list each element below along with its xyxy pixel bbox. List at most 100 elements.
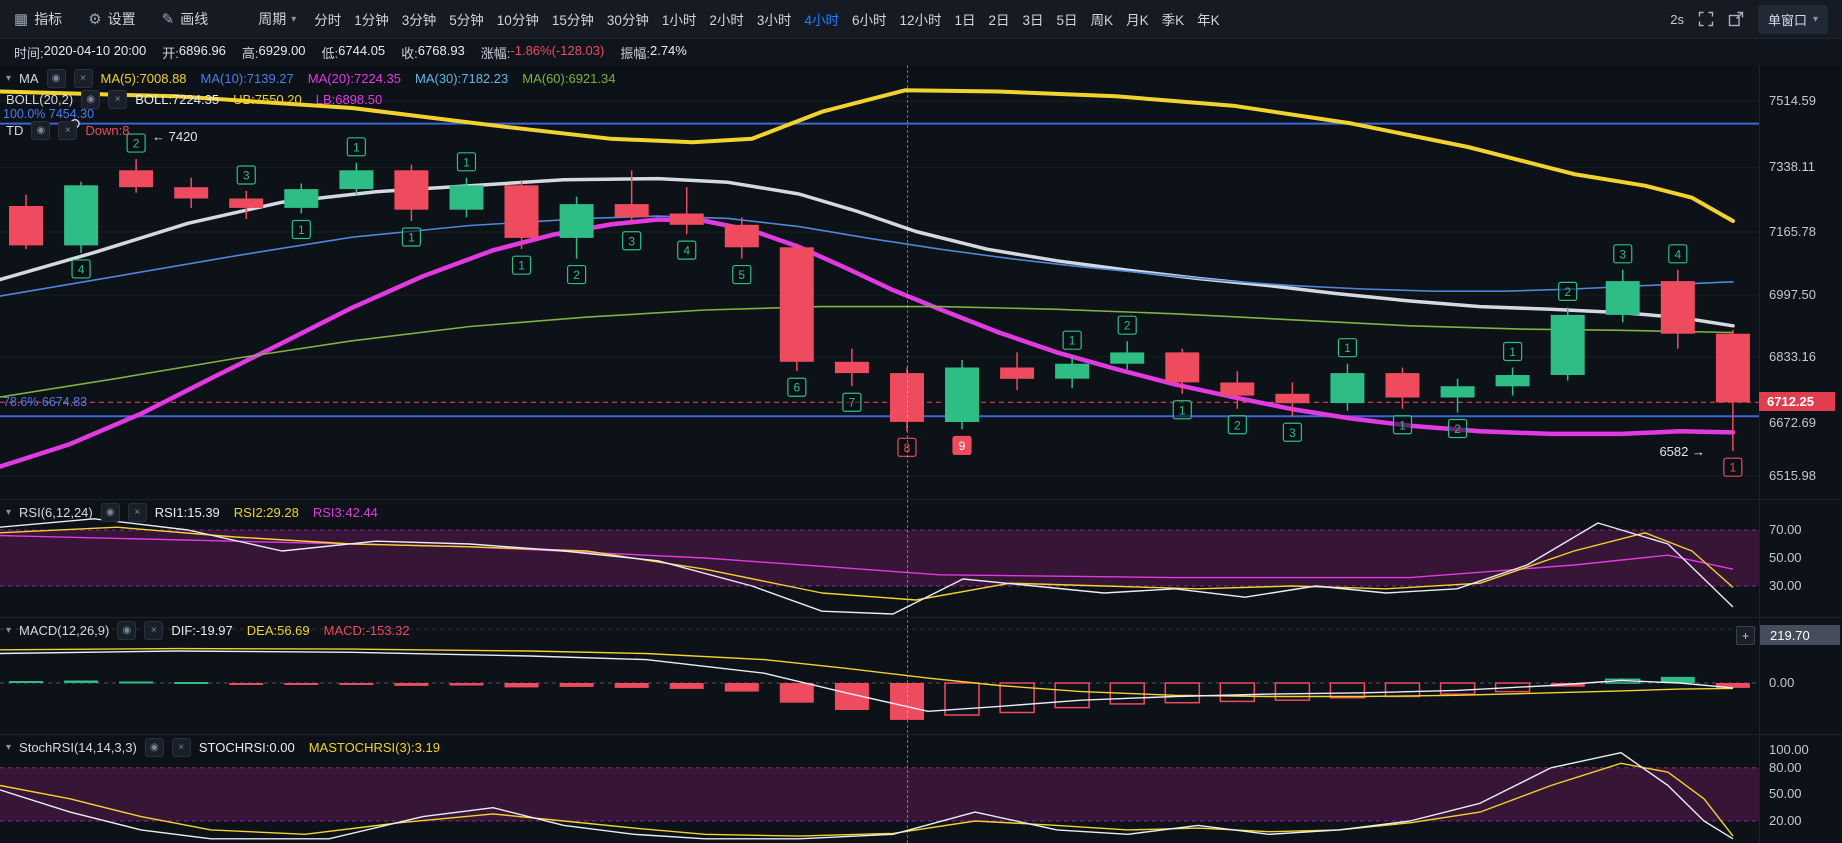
indicator-value: UB:7550.20 [233,92,302,107]
eye-icon[interactable]: ◉ [31,121,51,140]
svg-text:1: 1 [518,259,525,273]
window-mode-label: 单窗口 [1767,12,1807,28]
info-label: 涨幅: [480,45,511,61]
info-value: 6896.96 [178,42,226,58]
svg-text:3: 3 [628,234,635,248]
fullscreen-icon[interactable] [1698,11,1714,27]
svg-text:← 7420: ← 7420 [152,129,198,144]
macd-axis[interactable]: 0.00 [1759,617,1842,734]
eye-icon[interactable]: ◉ [117,621,137,640]
svg-text:1: 1 [1069,334,1076,348]
fib-100-label[interactable]: 100.0% 7454.30 [3,107,95,121]
panel-divider[interactable] [0,499,1842,500]
timeframe-tab[interactable]: 15分钟 [551,13,594,28]
svg-text:4: 4 [683,244,690,258]
crosshair-vertical-line [907,65,908,843]
td-legend-row: TD ◉ × Down:8 [6,121,129,140]
rsi-axis[interactable]: 70.00 50.00 30.00 [1759,499,1842,617]
close-icon[interactable]: × [127,503,147,522]
svg-text:1: 1 [1509,345,1516,359]
close-icon[interactable]: × [58,121,78,140]
svg-text:1: 1 [1344,341,1351,355]
axis-divider [1759,65,1760,843]
macd-panel[interactable]: ▾ MACD(12,26,9) ◉ × DIF:-19.97 DEA:56.69 M… [0,617,1759,734]
indicator-value: RSI1:15.39 [154,505,220,520]
axis-label: 80.00 [1769,759,1802,775]
stochrsi-indicator-name: StochRSI(14,14,3,3) [19,740,137,755]
timeframe-tab[interactable]: 季K [1161,13,1185,28]
macd-zoom-plus-button[interactable]: + [1736,626,1755,645]
price-axis-label: 7514.59 [1769,93,1816,108]
eye-icon[interactable]: ◉ [46,69,66,88]
svg-text:1: 1 [1730,461,1737,475]
timeframe-tab[interactable]: 5分钟 [449,13,484,28]
info-label: 高: [241,45,259,61]
fib-786-label[interactable]: 78.6% 6674.83 [3,395,88,409]
panel-divider[interactable] [0,617,1842,618]
candlestick-plot[interactable]: 4 2 3 1 1 1 1 1 2 3 4 5 6 7 8 9 1 2 1 2 3 1 1 2 1 2 3 4 1 ← 7420 6582 … [0,65,1759,499]
popout-window-icon[interactable] [1728,11,1744,27]
timeframe-tab[interactable]: 4小时 [804,13,839,28]
close-icon[interactable]: × [144,621,164,640]
indicator-value: STOCHRSI:0.00 [198,740,295,755]
ma-legend-row: ▾ MA ◉ × MA(5):7008.88 MA(10):7139.27 MA(2… [6,69,615,88]
timeframe-tab[interactable]: 1小时 [661,13,697,28]
timeframe-tab[interactable]: 5日 [1056,13,1078,28]
timeframe-tab[interactable]: 6小时 [851,13,887,28]
timeframe-tab[interactable]: 1日 [954,13,976,28]
info-label: 收: [401,45,418,61]
timeframe-tab[interactable]: 年K [1197,13,1220,28]
eye-icon[interactable]: ◉ [100,503,120,522]
close-icon[interactable]: × [108,90,128,109]
stochrsi-axis[interactable]: 100.00 80.00 50.00 20.00 [1759,734,1842,843]
info-field: 高: 6929.00 [242,43,306,62]
timeframe-tab[interactable]: 周K [1090,13,1114,28]
timeframe-tab[interactable]: 月K [1126,13,1149,28]
timeframe-tab[interactable]: 3分钟 [401,13,437,28]
ma-values: MA(5):7008.88 MA(10):7139.27 MA(20):7224.3… [101,71,616,86]
timeframe-tab[interactable]: 12小时 [899,13,942,28]
collapse-chevron-icon[interactable]: ▾ [6,625,12,636]
draw-line-button[interactable]: ✎ 画线 [162,9,209,29]
main-chart-panel[interactable]: 4 2 3 1 1 1 1 1 2 3 4 5 6 7 8 9 1 2 1 2 3 1 1 2 1 2 3 4 1 ← 7420 6582 … [0,65,1759,499]
timeframe-tab[interactable]: 30分钟 [606,13,649,28]
draw-line-button-label: 画线 [180,11,209,27]
svg-text:1: 1 [298,223,305,237]
macd-max-value-label: 219.70 [1760,625,1840,645]
close-icon[interactable]: × [171,738,191,757]
svg-text:3: 3 [1289,426,1296,440]
timeframe-tab[interactable]: 分时 [314,13,342,28]
svg-text:9: 9 [959,439,966,453]
rsi-panel[interactable]: ▾ RSI(6,12,24) ◉ × RSI1:15.39 RSI2:29.28 R… [0,499,1759,617]
indicators-button[interactable]: ▦ 指标 [14,9,62,29]
timeframe-tab[interactable]: 2日 [988,13,1010,28]
timeframe-tab[interactable]: 1分钟 [354,13,389,28]
panel-divider[interactable] [0,734,1842,735]
stochrsi-panel[interactable]: ▾ StochRSI(14,14,3,3) ◉ × STOCHRSI:0.00 M… [0,734,1759,843]
eye-icon[interactable]: ◉ [81,90,101,109]
refresh-rate[interactable]: 2s [1670,11,1684,27]
timeframe-tab[interactable]: 10分钟 [496,13,539,28]
timeframe-tab[interactable]: 3小时 [756,13,792,28]
price-axis-label: 6672.69 [1769,415,1816,431]
stochrsi-legend-row: ▾ StochRSI(14,14,3,3) ◉ × STOCHRSI:0.00 M… [6,738,440,757]
indicator-icon: ▦ [14,11,29,28]
period-dropdown[interactable]: 周期 ▾ [258,9,296,29]
collapse-chevron-icon[interactable]: ▾ [6,742,12,753]
window-mode-dropdown[interactable]: 单窗口 ▾ [1757,4,1828,34]
collapse-chevron-icon[interactable]: ▾ [6,73,12,84]
rsi-plot[interactable] [0,499,1759,617]
timeframe-tab[interactable]: 2小时 [709,13,744,28]
settings-button[interactable]: ⚙ 设置 [88,9,135,29]
boll-values: BOLL:7224.35 UB:7550.20 LB:6898.50 [135,92,382,107]
svg-text:5: 5 [738,268,745,282]
collapse-chevron-icon[interactable]: ▾ [6,507,12,518]
price-axis[interactable]: 6712.25 7514.59 7338.11 7165.78 6997.50 6833… [1759,65,1842,499]
close-icon[interactable]: × [73,69,93,88]
price-axis-label: 6833.16 [1769,348,1816,364]
eye-icon[interactable]: ◉ [144,738,164,757]
timeframe-tab[interactable]: 3日 [1022,13,1044,28]
macd-plot[interactable] [0,617,1759,734]
stochrsi-plot[interactable] [0,734,1759,843]
